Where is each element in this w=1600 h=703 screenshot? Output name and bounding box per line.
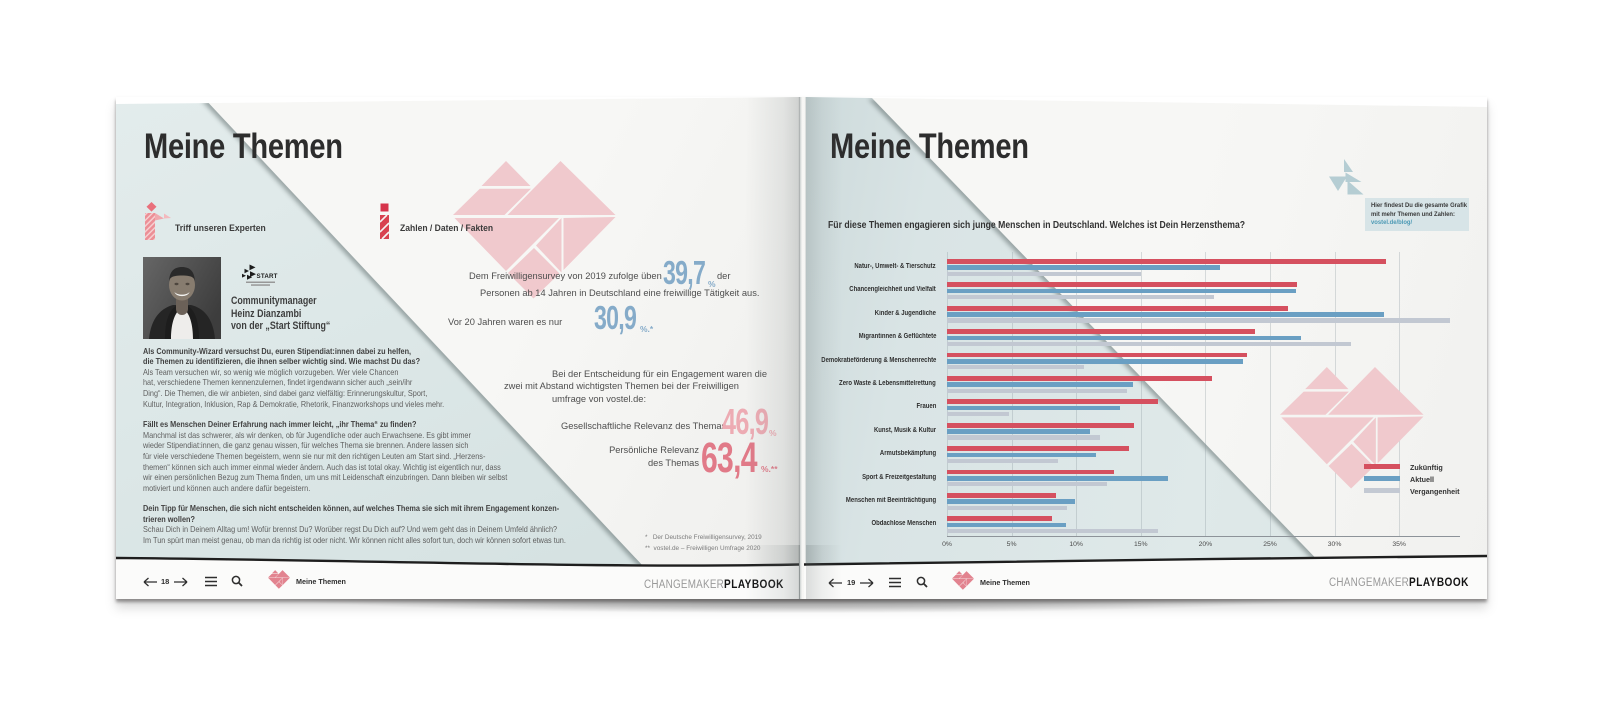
svg-text:START: START: [257, 273, 278, 280]
